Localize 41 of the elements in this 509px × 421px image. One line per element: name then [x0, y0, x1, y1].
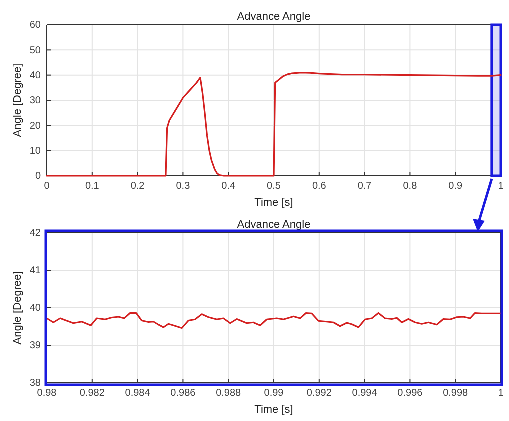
y-tick-label: 39 [30, 340, 42, 352]
x-tick-label: 0 [44, 181, 50, 192]
x-tick-label: 0.998 [443, 388, 469, 400]
y-axis-title: Angle [Degree] [12, 64, 24, 138]
x-tick-label: 0.99 [264, 388, 284, 400]
x-tick-label: 0.8 [403, 181, 418, 192]
y-tick-label: 40 [30, 303, 42, 314]
x-tick-label: 0.9 [448, 181, 463, 192]
x-tick-label: 0.5 [267, 181, 282, 192]
chart-title: Advance Angle [237, 11, 311, 23]
y-tick-label: 40 [30, 70, 42, 82]
y-tick-label: 50 [30, 45, 42, 56]
y-tick-label: 42 [30, 228, 42, 240]
x-tick-label: 1 [498, 388, 504, 400]
x-tick-label: 0.7 [358, 181, 372, 192]
x-tick-label: 0.3 [176, 181, 191, 192]
line-series [46, 312, 502, 330]
y-tick-label: 41 [30, 266, 42, 277]
x-tick-label: 0.992 [306, 388, 332, 400]
y-tick-label: 38 [30, 378, 42, 390]
x-axis-title: Time [s] [254, 197, 294, 209]
y-tick-label: 0 [35, 171, 42, 182]
x-axis-title: Time [s] [254, 404, 294, 416]
x-tick-label: 1 [498, 181, 504, 192]
y-tick-label: 10 [30, 146, 42, 158]
x-tick-label: 0.994 [352, 388, 378, 400]
x-tick-label: 0.98 [37, 388, 58, 400]
x-tick-label: 0.982 [80, 388, 106, 400]
x-tick-label: 0.4 [222, 181, 236, 192]
x-tick-label: 0.988 [216, 388, 242, 400]
y-tick-label: 60 [30, 20, 42, 32]
chart-title: Advance Angle [237, 219, 311, 231]
x-tick-label: 0.984 [125, 388, 151, 400]
x-tick-label: 0.6 [312, 181, 327, 192]
x-tick-label: 0.986 [170, 388, 196, 400]
x-tick-label: 0.1 [85, 181, 100, 192]
x-tick-label: 0.2 [130, 181, 146, 192]
x-tick-label: 0.996 [398, 388, 424, 400]
y-tick-label: 20 [30, 120, 42, 132]
y-axis-title: Angle [Degree] [12, 271, 24, 345]
y-tick-label: 30 [30, 96, 42, 107]
